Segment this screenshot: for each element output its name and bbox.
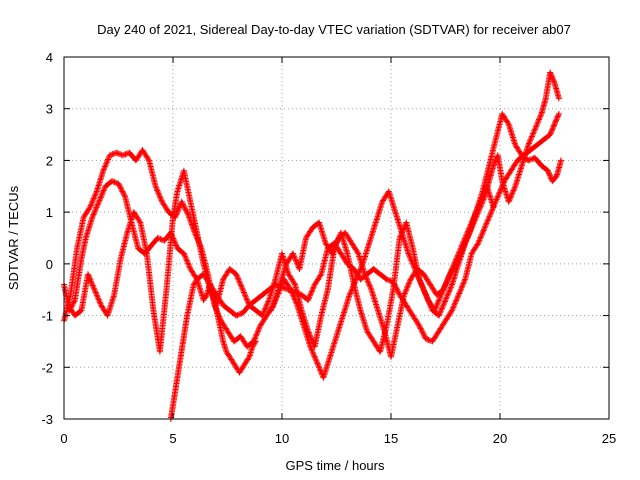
chart-title: Day 240 of 2021, Sidereal Day-to-day VTE… (97, 22, 571, 37)
x-tick-label: 10 (275, 431, 289, 446)
series-track-5 (268, 183, 497, 381)
series-markers (65, 69, 562, 355)
y-axis-ticks: -3 -2 -1 0 1 2 3 4 (41, 50, 609, 427)
y-tick-label: -3 (41, 412, 53, 427)
y-tick-label: 1 (46, 205, 53, 220)
x-tick-label: 20 (493, 431, 507, 446)
series-markers (268, 183, 497, 381)
x-tick-label: 0 (60, 431, 67, 446)
y-tick-label: 4 (46, 50, 53, 65)
y-tick-label: 0 (46, 257, 53, 272)
y-axis-label: SDTVAR / TECUs (6, 185, 21, 290)
series-track-3 (65, 69, 562, 355)
x-tick-label: 15 (384, 431, 398, 446)
y-tick-label: 3 (46, 102, 53, 117)
series-markers (61, 110, 564, 360)
x-tick-label: 25 (602, 431, 616, 446)
x-tick-label: 5 (169, 431, 176, 446)
y-tick-label: -1 (41, 309, 53, 324)
x-axis-label: GPS time / hours (286, 458, 385, 473)
plot-frame (63, 56, 610, 420)
data-markers (61, 69, 564, 422)
y-tick-label: 2 (46, 153, 53, 168)
series-track-2 (61, 110, 564, 360)
x-axis-ticks: 0 5 10 15 20 25 (60, 57, 616, 446)
y-tick-label: -2 (41, 360, 53, 375)
